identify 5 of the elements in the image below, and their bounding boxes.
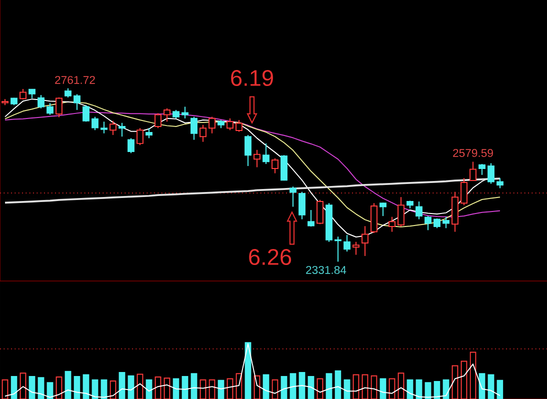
annotation: 2579.59 xyxy=(453,148,493,157)
annotation: 6.26 xyxy=(249,248,292,266)
text: 6.19 xyxy=(231,70,273,86)
text: 2331.84 xyxy=(306,266,346,274)
text: 2761.72 xyxy=(55,76,95,84)
